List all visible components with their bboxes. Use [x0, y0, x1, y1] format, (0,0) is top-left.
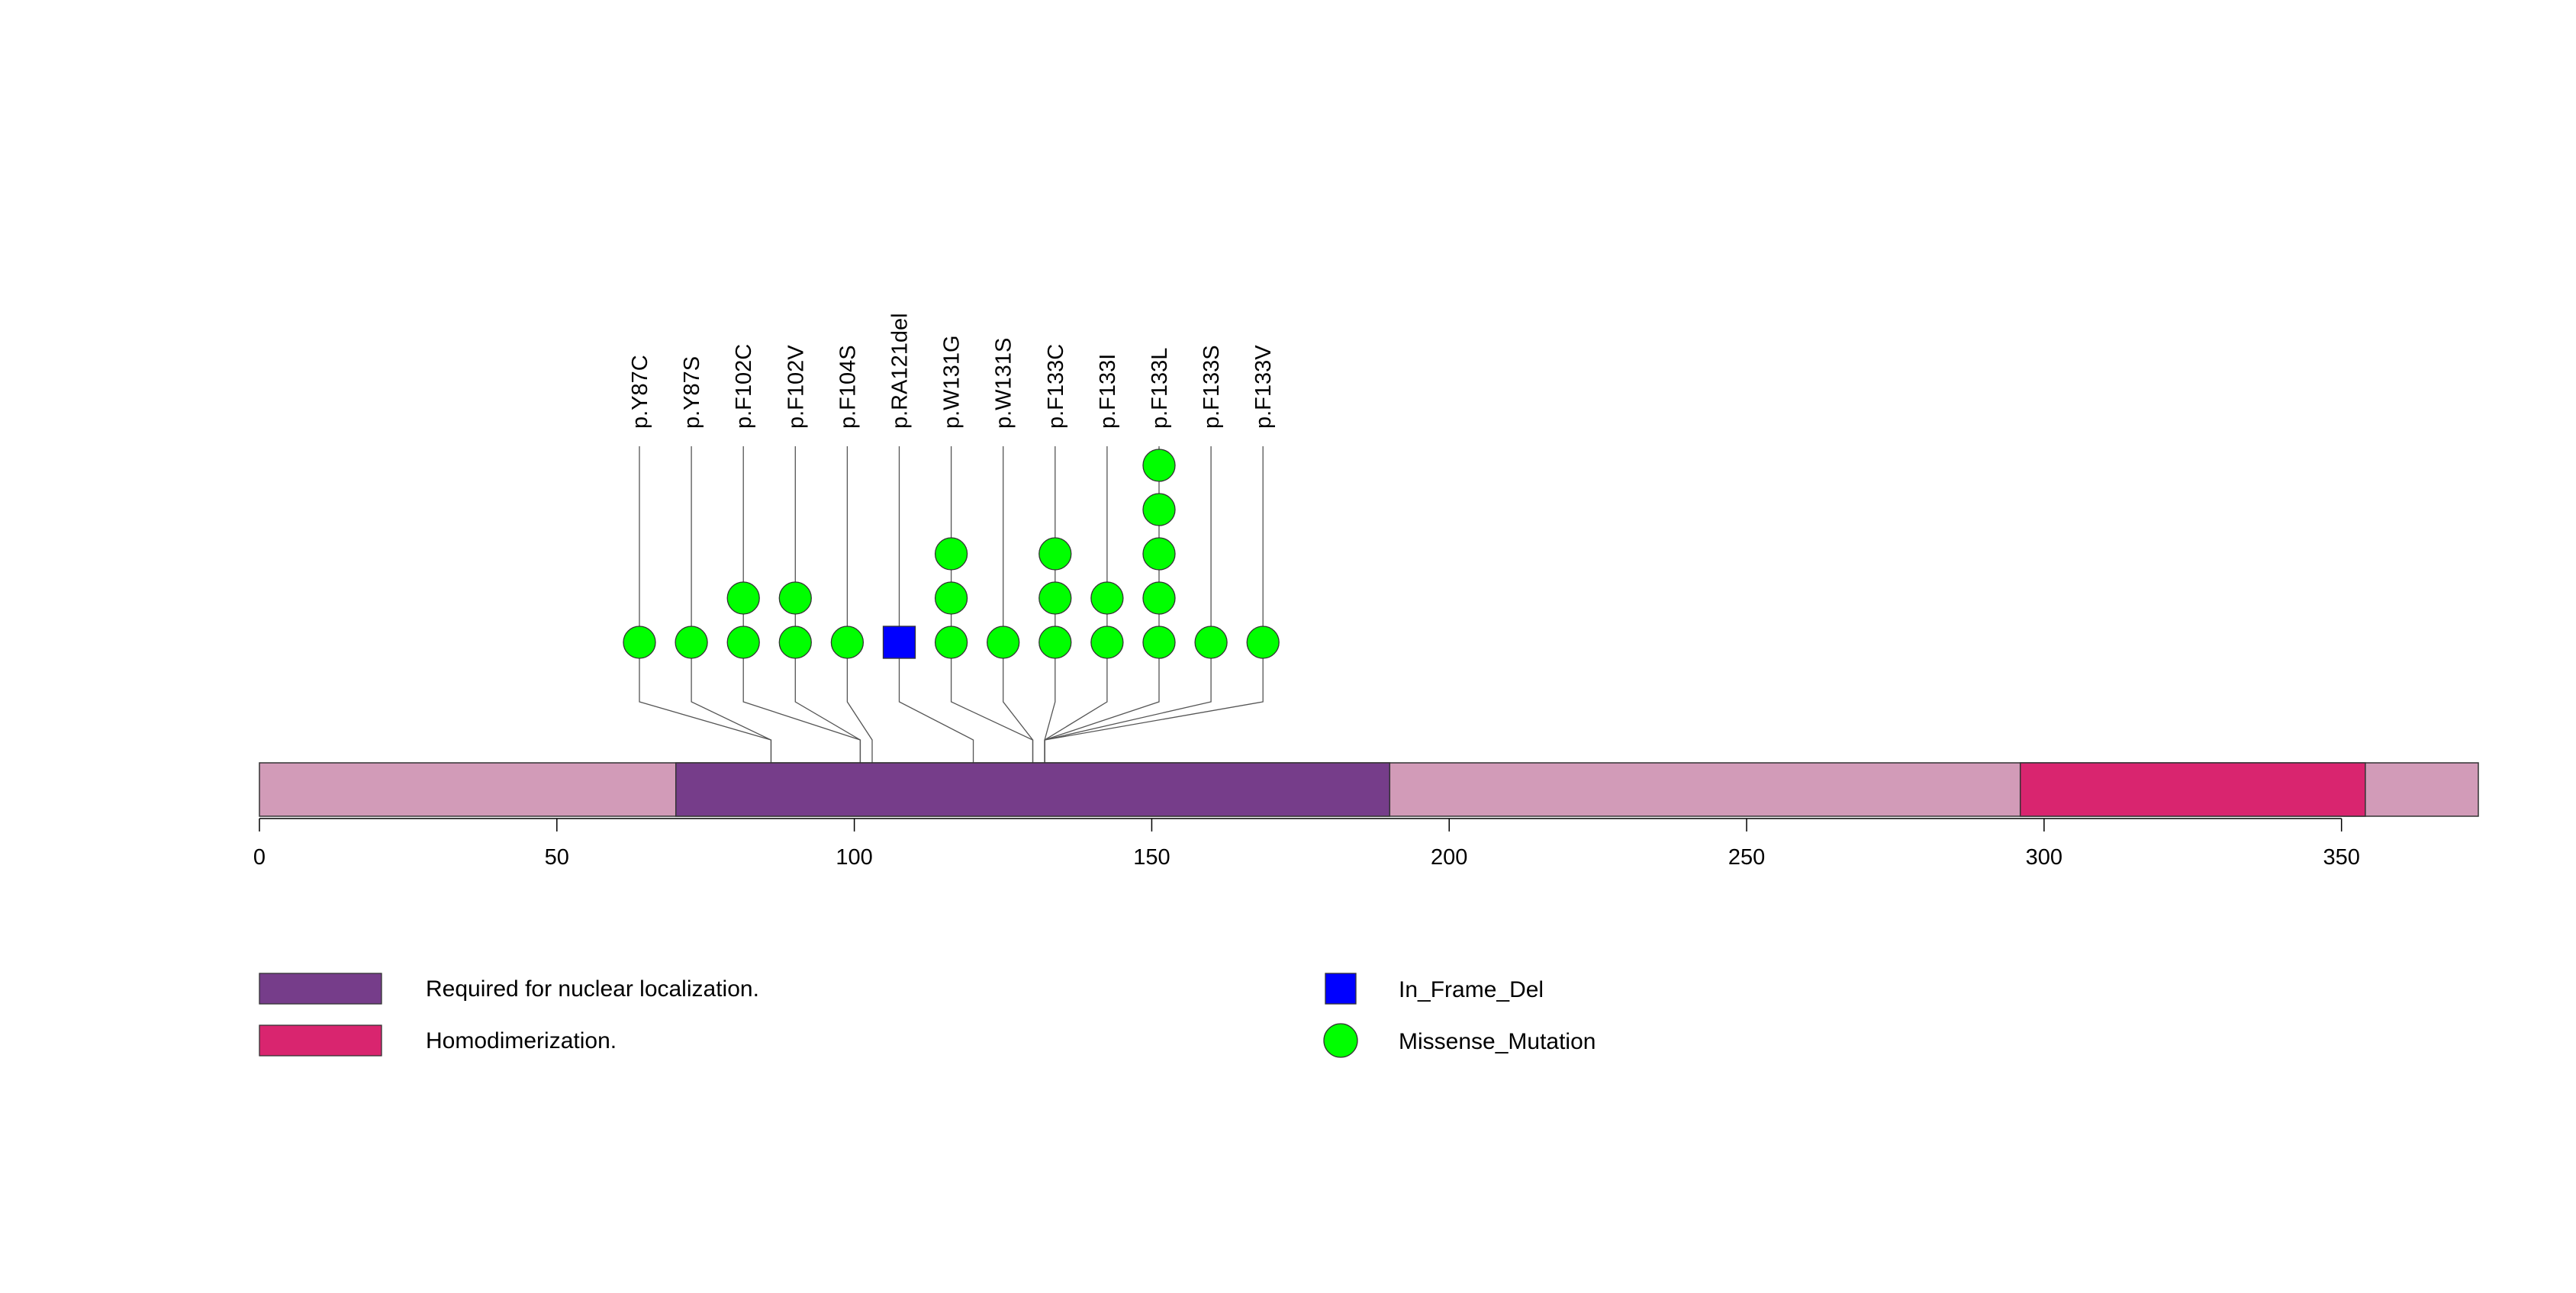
legend-marker-missense: [1323, 1023, 1358, 1058]
x-tick-label-0: 0: [253, 845, 266, 870]
marker-p-f133v-1: [1246, 626, 1280, 659]
marker-p-w131g-1: [934, 626, 968, 659]
x-tick-label-350: 350: [2323, 845, 2359, 870]
marker-p-f133s-1: [1194, 626, 1228, 659]
x-axis: 0 50 100 150 200 250 300 350: [253, 818, 2360, 870]
legend-swatch-domain-1: [259, 973, 382, 1005]
x-tick-label-200: 200: [1431, 845, 1467, 870]
marker-p-w131g-3: [934, 537, 968, 571]
marker-p-f102v-2: [778, 581, 812, 615]
x-tick-label-300: 300: [2026, 845, 2062, 870]
marker-p-f133l-5: [1142, 449, 1176, 482]
label-p-f133l: p.F133L: [1148, 348, 1172, 429]
x-tick-label-50: 50: [545, 845, 569, 870]
marker-p-f133l-1: [1142, 626, 1176, 659]
marker-p-f102v-1: [778, 626, 812, 659]
label-p-ra121del: p.RA121del: [888, 313, 913, 429]
legend-label-domain-2: Homodimerization.: [426, 1028, 617, 1053]
marker-p-f133l-4: [1142, 493, 1176, 526]
marker-p-f133i-2: [1090, 581, 1124, 615]
marker-p-f102c-2: [726, 581, 760, 615]
label-p-f133v: p.F133V: [1251, 345, 1276, 429]
marker-p-f133c-1: [1038, 626, 1072, 659]
x-tick-label-100: 100: [836, 845, 872, 870]
marker-p-w131s-1: [987, 626, 1020, 659]
legend: Required for nuclear localization. Homodi…: [259, 973, 1596, 1058]
stem-p-f133v: [1044, 446, 1264, 763]
stem-p-f104s: [846, 446, 873, 763]
mutation-lollipops: [623, 449, 1280, 659]
legend-label-missense-mutation: Missense_Mutation: [1399, 1029, 1596, 1054]
label-p-y87s: p.Y87S: [680, 356, 704, 429]
marker-p-f133c-2: [1038, 581, 1072, 615]
marker-p-f133c-3: [1038, 537, 1072, 571]
marker-p-f133l-3: [1142, 537, 1176, 571]
label-p-f133s: p.F133S: [1199, 345, 1224, 429]
marker-p-f133i-1: [1090, 626, 1124, 659]
label-p-f104s: p.F104S: [836, 345, 860, 429]
legend-marker-in-frame-del: [1325, 973, 1357, 1005]
legend-label-domain-1: Required for nuclear localization.: [426, 976, 759, 1002]
stem-p-f102v: [794, 446, 861, 763]
label-p-f133c: p.F133C: [1044, 344, 1068, 429]
marker-p-f102c-1: [726, 626, 760, 659]
label-p-f102v: p.F102V: [784, 345, 808, 429]
marker-p-f133l-2: [1142, 581, 1176, 615]
label-p-w131g: p.W131G: [940, 336, 964, 429]
legend-label-in-frame-del: In_Frame_Del: [1399, 977, 1544, 1002]
domain-nuclear-localization: [675, 762, 1391, 817]
marker-p-y87c-1: [623, 626, 656, 659]
label-p-y87c: p.Y87C: [628, 355, 652, 429]
protein-backbone: [259, 762, 2479, 817]
marker-p-w131g-2: [934, 581, 968, 615]
label-p-f102c: p.F102C: [732, 344, 756, 429]
marker-p-ra121del-1: [882, 626, 916, 659]
x-tick-label-150: 150: [1133, 845, 1170, 870]
stem-p-ra121del: [898, 446, 974, 763]
marker-p-y87s-1: [675, 626, 708, 659]
legend-swatch-domain-2: [259, 1024, 382, 1057]
stem-p-y87s: [691, 446, 772, 763]
label-p-w131s: p.W131S: [992, 338, 1016, 429]
mutation-labels: p.Y87C p.Y87S p.F102C p.F102V p.F104S p.RA121…: [628, 313, 1276, 429]
label-p-f133i: p.F133I: [1096, 354, 1120, 429]
stem-p-w131s: [1003, 446, 1034, 763]
x-tick-label-250: 250: [1728, 845, 1765, 870]
mutation-stems: [639, 446, 1264, 763]
domain-homodimerization: [2019, 762, 2366, 817]
marker-p-f104s-1: [830, 626, 865, 659]
